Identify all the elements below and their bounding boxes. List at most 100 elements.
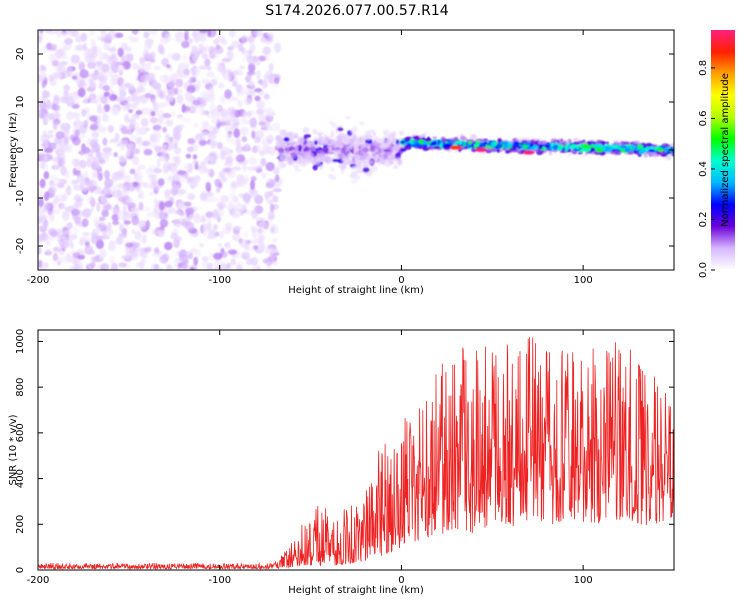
- spectrogram-blob: [66, 222, 73, 230]
- spectrogram-blob: [261, 79, 269, 89]
- spectrogram-blob: [458, 149, 462, 152]
- spectrogram-blob: [414, 142, 422, 147]
- spectrogram-blob: [270, 226, 275, 234]
- spectrogram-blob: [201, 53, 209, 60]
- spectrogram-blob: [564, 146, 569, 152]
- spectrogram-blob: [47, 130, 54, 134]
- snr-series-line: [38, 337, 674, 570]
- spectrogram-blob: [89, 196, 95, 207]
- spectrogram-blob: [384, 129, 391, 137]
- spectrogram-blob: [87, 98, 92, 103]
- spectrogram-blob: [192, 53, 199, 62]
- spectrogram-blob: [38, 108, 42, 115]
- spectrogram-blob: [143, 31, 150, 39]
- spectrogram-blob: [158, 201, 165, 211]
- spectrogram-blob: [91, 99, 99, 104]
- spectrogram-blob: [269, 223, 277, 228]
- spectrogram-blob: [257, 228, 263, 234]
- spectrogram-blob: [100, 37, 109, 43]
- spectrogram-blob: [475, 147, 488, 153]
- spectrogram-blob: [344, 158, 349, 163]
- spectrogram-blob: [265, 124, 273, 132]
- spectrogram-blob: [566, 140, 570, 145]
- spectrogram-blob: [185, 208, 191, 218]
- spectrogram-blob: [354, 158, 360, 164]
- snr-y-ticks: 0 200 400 600 800 1000: [15, 329, 674, 573]
- spectrogram-blob: [287, 131, 293, 139]
- spectrogram-blob: [363, 142, 370, 146]
- spectrogram-blob: [52, 97, 60, 106]
- spectrogram-blob: [118, 155, 125, 160]
- spectrogram-blob: [404, 145, 412, 150]
- spectrogram-blob: [605, 141, 610, 145]
- spectrogram-blob: [60, 122, 65, 132]
- spectrogram-blob: [327, 151, 335, 155]
- spectrogram-blob: [64, 188, 71, 194]
- spectrogram-blob: [244, 50, 250, 59]
- spectrogram-blob: [337, 127, 344, 132]
- spectrogram-blob: [82, 208, 92, 218]
- spectrogram-blob: [441, 138, 447, 144]
- spectrogram-blob: [166, 64, 171, 69]
- spectrogram-blob: [231, 40, 240, 49]
- y-tick-label: 20: [15, 48, 26, 61]
- spectrogram-blob: [41, 79, 46, 89]
- spectrogram-blob: [108, 240, 116, 246]
- spectrogram-blob: [238, 43, 244, 52]
- spectrogram-blob: [199, 192, 208, 202]
- spectrogram-blob: [89, 250, 96, 255]
- spectrogram-blob: [283, 137, 290, 142]
- spectrogram-blob: [272, 238, 278, 243]
- spectrogram-blob: [140, 247, 145, 255]
- spectrogram-blob: [189, 104, 197, 112]
- spectrogram-blob: [146, 246, 152, 252]
- spectrogram-y-ticks: -20 -10 0 10 20: [15, 48, 674, 254]
- spectrogram-blob: [373, 140, 378, 147]
- spectrogram-blob: [418, 145, 422, 150]
- spectrogram-blob: [577, 151, 583, 155]
- spectrogram-blob: [221, 227, 231, 235]
- spectrogram-blob: [372, 132, 376, 136]
- spectrogram-blob: [160, 233, 165, 238]
- spectrogram-blob: [239, 239, 248, 249]
- spectrogram-blob: [131, 229, 136, 235]
- spectrogram-blob: [183, 163, 190, 170]
- spectrogram-blob: [102, 111, 108, 121]
- spectrogram-blob: [336, 135, 343, 140]
- spectrogram-blob: [101, 209, 109, 218]
- spectrogram-blob: [89, 93, 97, 101]
- spectrogram-blob: [466, 139, 470, 142]
- spectrogram-blob: [150, 111, 156, 117]
- spectrogram-blob: [390, 131, 397, 138]
- spectrogram-blob: [271, 122, 281, 132]
- spectrogram-blob: [231, 187, 237, 193]
- spectrogram-blob: [52, 72, 58, 80]
- spectrogram-blob: [278, 147, 285, 154]
- spectrogram-blob: [366, 134, 373, 140]
- spectrogram-blob: [560, 138, 564, 143]
- spectrogram-blob: [367, 159, 374, 165]
- spectrogram-blob: [102, 96, 111, 105]
- spectrogram-blob: [324, 156, 332, 164]
- spectrogram-blob: [49, 175, 59, 181]
- snr-y-label: SNR (10 * v/v): [8, 414, 19, 485]
- spectrogram-blob: [72, 184, 83, 191]
- spectrogram-blob: [132, 181, 139, 187]
- spectrogram-blob: [117, 211, 124, 221]
- spectrogram-blob: [619, 144, 628, 149]
- spectrogram-blob: [491, 142, 495, 148]
- spectrogram-blob: [46, 99, 51, 110]
- spectrogram-blob: [52, 121, 58, 131]
- spectrogram-blob: [383, 148, 391, 153]
- spectrogram-blob: [50, 43, 58, 50]
- spectrogram-blob: [172, 184, 180, 190]
- spectrogram-blob: [178, 216, 188, 223]
- spectrogram-blob: [224, 89, 232, 99]
- spectrogram-blob: [171, 111, 176, 117]
- spectrogram-blobs: [38, 30, 674, 270]
- spectrogram-blob: [552, 144, 558, 150]
- spectrogram-blob: [63, 90, 69, 97]
- spectrogram-blob: [396, 157, 401, 162]
- snr-frame: [37, 329, 675, 571]
- spectrogram-blob: [43, 219, 49, 228]
